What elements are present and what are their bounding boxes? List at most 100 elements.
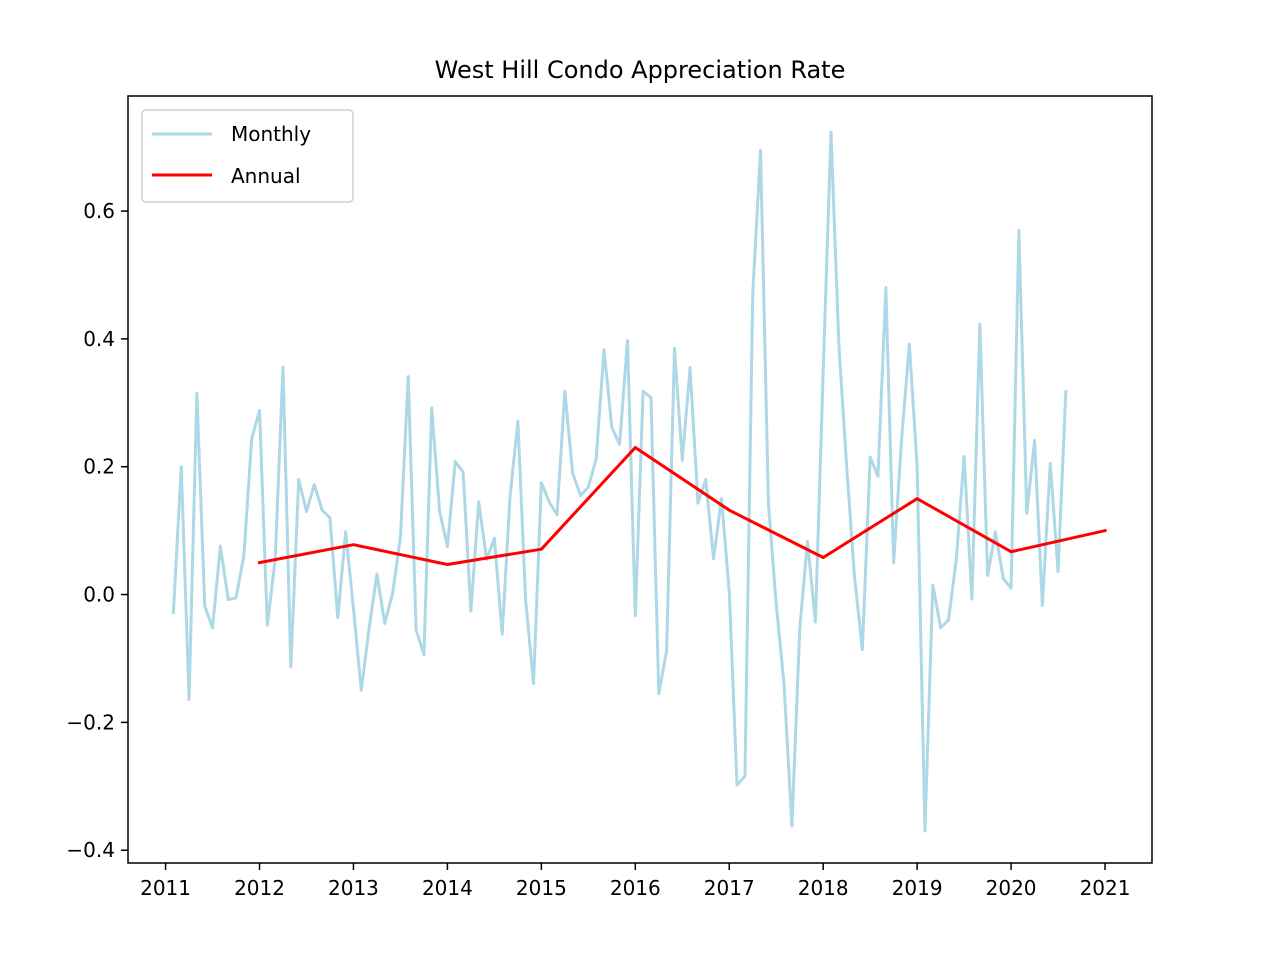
- data-point-monthly: [657, 692, 661, 695]
- data-point-monthly: [266, 623, 269, 627]
- data-point-monthly: [602, 348, 606, 352]
- data-point-monthly: [649, 396, 653, 399]
- data-point-annual: [634, 446, 637, 449]
- data-point-monthly: [720, 497, 723, 500]
- data-point-monthly: [955, 558, 958, 561]
- data-point-monthly: [336, 616, 340, 619]
- data-point-monthly: [195, 391, 199, 395]
- data-point-monthly: [250, 437, 254, 440]
- data-point-monthly: [297, 478, 301, 481]
- data-point-monthly: [970, 597, 974, 601]
- legend-label-monthly: Monthly: [231, 122, 311, 146]
- data-point-monthly: [1025, 512, 1029, 515]
- x-tick-label: 2021: [1080, 876, 1131, 900]
- data-point-monthly: [814, 620, 817, 624]
- data-point-monthly: [328, 516, 332, 520]
- y-tick-label: 0.0: [83, 583, 115, 607]
- data-point-monthly: [915, 465, 919, 469]
- data-point-monthly: [172, 611, 175, 614]
- data-point-monthly: [1064, 390, 1068, 393]
- data-point-monthly: [680, 459, 684, 462]
- data-point-monthly: [469, 609, 473, 613]
- data-point-monthly: [493, 537, 496, 540]
- data-point-monthly: [1001, 577, 1005, 580]
- data-point-monthly: [242, 554, 246, 558]
- data-point-monthly: [422, 653, 426, 656]
- series-layer: [171, 130, 1107, 833]
- data-point-monthly: [767, 502, 770, 506]
- data-point-annual: [1103, 529, 1107, 532]
- chart-title: West Hill Condo Appreciation Rate: [435, 56, 846, 84]
- data-point-monthly: [508, 494, 512, 498]
- data-point-monthly: [540, 481, 543, 485]
- data-point-monthly: [211, 626, 214, 630]
- data-point-monthly: [500, 632, 504, 636]
- data-point-monthly: [962, 455, 966, 458]
- data-point-annual: [446, 563, 449, 566]
- y-axis: −0.4 −0.2 0.0 0.2 0.4 0.6: [66, 199, 128, 862]
- data-point-monthly: [579, 494, 582, 497]
- data-point-monthly: [258, 409, 261, 412]
- data-point-monthly: [1033, 439, 1036, 442]
- data-point-monthly: [1048, 462, 1052, 465]
- data-point-monthly: [430, 406, 434, 410]
- y-tick-label: 0.2: [83, 455, 115, 479]
- data-point-monthly: [876, 475, 880, 478]
- data-point-monthly: [641, 390, 645, 393]
- data-point-monthly: [594, 457, 598, 461]
- data-point-monthly: [712, 557, 715, 561]
- data-point-monthly: [446, 545, 449, 548]
- data-point-annual: [915, 497, 919, 500]
- data-point-monthly: [759, 149, 762, 152]
- x-tick-label: 2014: [422, 876, 473, 900]
- data-point-monthly: [555, 513, 559, 516]
- data-point-monthly: [986, 574, 989, 577]
- data-point-monthly: [320, 508, 324, 512]
- data-point-monthly: [821, 369, 825, 373]
- x-tick-label: 2016: [610, 876, 661, 900]
- data-point-monthly: [900, 439, 903, 443]
- data-point-monthly: [1017, 228, 1021, 232]
- data-point-monthly: [806, 540, 809, 543]
- data-point-monthly: [727, 590, 731, 593]
- data-point-monthly: [829, 131, 833, 134]
- data-point-annual: [821, 556, 825, 559]
- data-point-monthly: [626, 339, 629, 343]
- data-point-monthly: [563, 390, 567, 393]
- data-point-monthly: [187, 698, 191, 701]
- plot-frame: [127, 95, 1153, 864]
- data-point-monthly: [673, 347, 676, 350]
- data-point-monthly: [234, 596, 238, 600]
- y-tick-label: −0.4: [66, 838, 115, 862]
- data-point-monthly: [868, 455, 872, 459]
- data-point-monthly: [845, 465, 848, 469]
- data-point-monthly: [931, 583, 935, 587]
- data-point-monthly: [947, 618, 950, 622]
- data-point-monthly: [892, 561, 895, 564]
- data-point-monthly: [837, 343, 841, 347]
- data-point-monthly: [203, 604, 207, 608]
- data-point-monthly: [798, 627, 802, 631]
- x-tick-label: 2013: [328, 876, 379, 900]
- x-tick-label: 2019: [892, 876, 943, 900]
- data-point-monthly: [610, 425, 614, 429]
- data-point-monthly: [696, 501, 700, 505]
- data-point-monthly: [994, 530, 997, 534]
- x-tick-label: 2015: [516, 876, 567, 900]
- data-point-monthly: [399, 535, 402, 539]
- data-point-annual: [1009, 550, 1013, 554]
- data-point-monthly: [704, 478, 708, 481]
- data-point-monthly: [289, 665, 293, 669]
- data-point-monthly: [438, 510, 441, 513]
- data-point-monthly: [375, 572, 379, 576]
- y-tick-label: 0.6: [83, 199, 115, 223]
- data-point-annual: [258, 561, 261, 564]
- data-point-monthly: [532, 682, 535, 685]
- legend-label-annual: Annual: [231, 164, 301, 188]
- data-point-monthly: [587, 485, 590, 489]
- data-point-monthly: [414, 628, 418, 631]
- data-point-monthly: [281, 365, 285, 369]
- data-point-monthly: [618, 443, 621, 446]
- y-tick-label: 0.4: [83, 327, 115, 351]
- data-point-annual: [727, 508, 731, 512]
